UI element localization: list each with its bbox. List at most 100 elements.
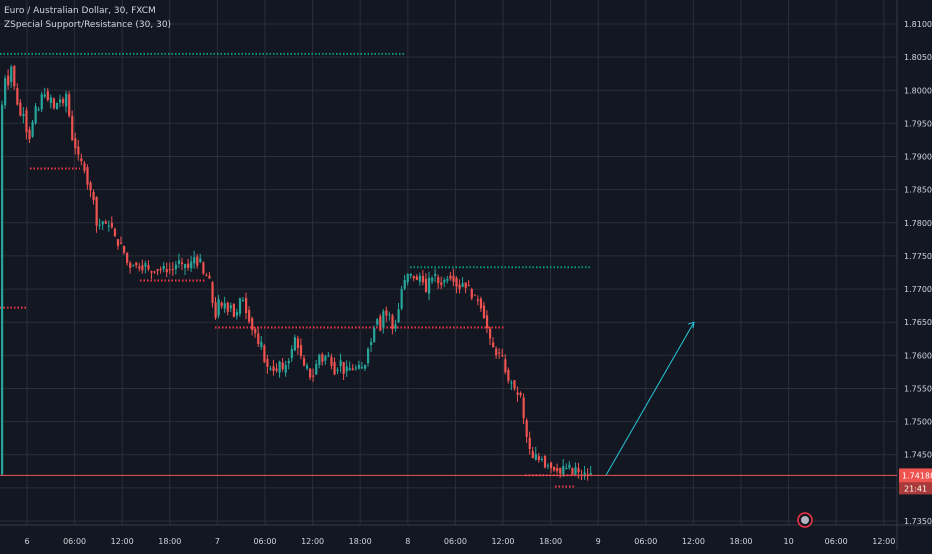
candle-body [556,467,559,472]
candle-body [171,269,174,271]
candle-body [577,468,580,473]
candle-body [418,275,422,282]
candle-body [193,257,196,264]
x-tick-label: 12:00 [301,537,324,546]
candle-body [339,360,342,367]
candle-body [275,368,278,371]
candle-body [370,341,373,346]
candle-body [107,225,110,227]
candle-body [354,367,357,369]
candle-body [342,361,345,374]
candle-body [232,303,235,317]
candle-body [80,158,83,162]
y-tick-label: 1.76500 [904,318,932,327]
candle-body [254,328,257,334]
y-tick-label: 1.81000 [904,20,932,29]
x-tick-label: 18:00 [539,537,562,546]
candle-body [489,328,492,339]
candle-body [162,265,165,270]
countdown-tag [899,482,932,495]
candle-body [482,305,486,319]
candle-body [540,458,544,460]
candle-body [348,368,351,371]
candle-body [251,318,254,331]
candle-body [25,110,28,133]
candle-body [168,269,171,271]
y-tick-label: 1.77500 [904,252,932,261]
candle-body [513,380,516,389]
candle-body [333,361,336,375]
candle-body [229,305,232,309]
y-tick-label: 1.75000 [904,418,932,427]
candle-body [202,262,205,274]
candle-body [373,328,376,343]
candle-body [443,280,446,283]
y-tick-label: 1.76000 [904,351,932,360]
candle-body [501,355,504,357]
candle-body [388,314,391,316]
candle-body [327,355,330,357]
candle-body [562,465,565,474]
candle-body [522,397,525,419]
candle-body [144,263,147,267]
candle-body [52,98,56,109]
x-tick-label: 7 [215,537,220,546]
candle-body [95,196,98,226]
candle-body [553,466,556,471]
y-tick-label: 1.75500 [904,384,932,393]
candle-body [214,302,217,318]
x-tick-label: 06:00 [444,537,467,546]
candle-body [77,146,80,155]
candle-body [43,94,46,97]
candle-body [184,264,187,269]
candle-body [519,392,522,396]
candle-body [153,271,156,273]
candle-body [403,279,406,289]
candle-body [89,182,92,191]
candle-body [199,258,202,263]
y-tick-label: 1.77000 [904,285,932,294]
candle-body [574,467,577,475]
candle-body [269,368,272,370]
candle-body [525,420,528,438]
candle-body [211,282,214,303]
x-tick-label: 06:00 [825,537,848,546]
candle-body [284,364,287,373]
candle-body [205,275,208,277]
candle-body [92,191,95,201]
candle-body [568,464,571,468]
candle-body [302,358,306,366]
candle-body [245,297,248,314]
candle-body [464,282,467,288]
candle-body [434,273,437,276]
candle-body [86,167,89,185]
candle-body [4,78,7,106]
candle-body [159,269,162,271]
candle-body [58,99,62,103]
candle-body [324,356,327,361]
candle-body [190,261,193,269]
candle-body [379,316,382,331]
candle-body [16,88,19,105]
candle-body [177,260,181,264]
candle-body [150,271,153,273]
candle-body [293,337,296,351]
x-tick-label: 18:00 [158,537,181,546]
candle-body [68,94,71,116]
candle-body [1,104,4,475]
candle-body [537,456,540,461]
candle-body [40,94,43,110]
candle-body [565,467,568,469]
candle-body [528,437,531,449]
candle-body [123,245,126,253]
candle-body [363,365,367,369]
candle-body [208,275,211,279]
countdown-value: 21:41 [904,484,927,493]
candle-body [440,282,443,286]
candle-body [473,294,476,296]
candle-body [412,275,415,279]
candle-body [406,273,409,283]
candle-body [382,311,385,328]
